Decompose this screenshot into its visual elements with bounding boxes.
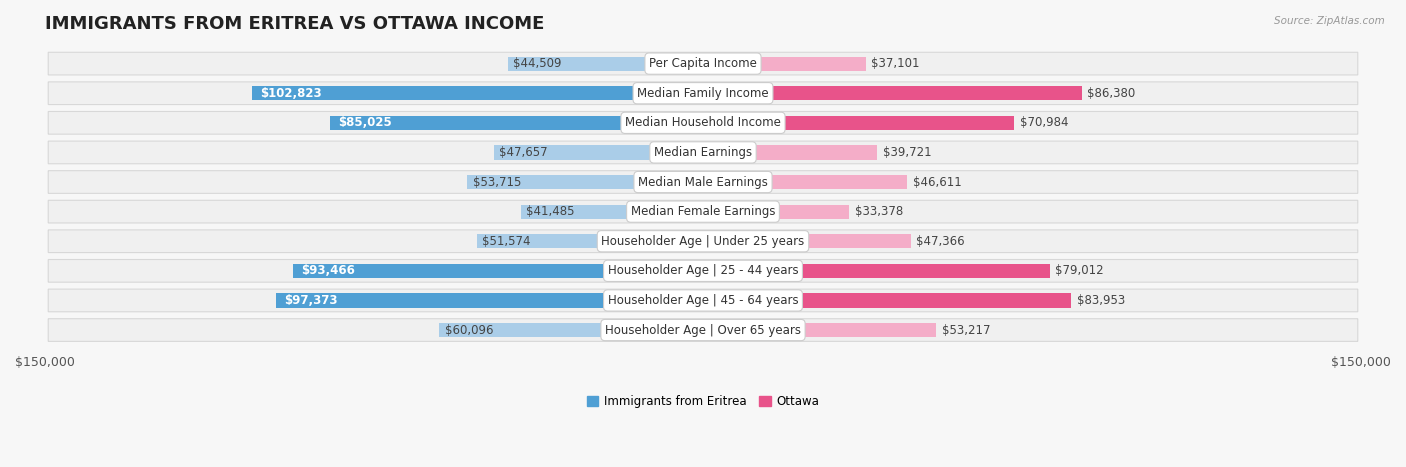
FancyBboxPatch shape: [48, 318, 1358, 341]
Text: Median Family Income: Median Family Income: [637, 87, 769, 100]
Text: Householder Age | Over 65 years: Householder Age | Over 65 years: [605, 324, 801, 337]
Bar: [703, 205, 849, 219]
Text: $47,366: $47,366: [917, 235, 965, 248]
Text: $60,096: $60,096: [444, 324, 494, 337]
Text: Median Male Earnings: Median Male Earnings: [638, 176, 768, 189]
Text: $37,101: $37,101: [872, 57, 920, 70]
Bar: [292, 264, 703, 278]
FancyBboxPatch shape: [48, 200, 1358, 223]
Text: Median Female Earnings: Median Female Earnings: [631, 205, 775, 218]
Text: $53,217: $53,217: [942, 324, 990, 337]
Bar: [703, 264, 1050, 278]
Bar: [467, 175, 703, 189]
FancyBboxPatch shape: [48, 230, 1358, 253]
Text: $102,823: $102,823: [260, 87, 322, 100]
Bar: [703, 145, 877, 160]
Text: $79,012: $79,012: [1054, 264, 1104, 277]
Text: $41,485: $41,485: [526, 205, 575, 218]
Bar: [477, 234, 703, 248]
Text: $85,025: $85,025: [337, 116, 392, 129]
FancyBboxPatch shape: [48, 260, 1358, 282]
Text: Median Household Income: Median Household Income: [626, 116, 780, 129]
Text: Source: ZipAtlas.com: Source: ZipAtlas.com: [1274, 16, 1385, 26]
Text: $93,466: $93,466: [301, 264, 354, 277]
Text: $44,509: $44,509: [513, 57, 561, 70]
FancyBboxPatch shape: [48, 52, 1358, 75]
Text: $86,380: $86,380: [1087, 87, 1136, 100]
Bar: [276, 293, 703, 308]
Text: $33,378: $33,378: [855, 205, 903, 218]
Bar: [522, 205, 703, 219]
Text: $97,373: $97,373: [284, 294, 337, 307]
Bar: [508, 57, 703, 71]
FancyBboxPatch shape: [48, 112, 1358, 134]
Text: $46,611: $46,611: [912, 176, 962, 189]
Text: $47,657: $47,657: [499, 146, 548, 159]
Text: Householder Age | Under 25 years: Householder Age | Under 25 years: [602, 235, 804, 248]
Text: Per Capita Income: Per Capita Income: [650, 57, 756, 70]
Bar: [703, 323, 936, 337]
Bar: [252, 86, 703, 100]
Text: $51,574: $51,574: [482, 235, 530, 248]
Text: Householder Age | 45 - 64 years: Householder Age | 45 - 64 years: [607, 294, 799, 307]
Bar: [439, 323, 703, 337]
Bar: [703, 86, 1083, 100]
Bar: [703, 234, 911, 248]
Bar: [703, 116, 1014, 130]
Text: Median Earnings: Median Earnings: [654, 146, 752, 159]
Text: $70,984: $70,984: [1019, 116, 1069, 129]
Text: Householder Age | 25 - 44 years: Householder Age | 25 - 44 years: [607, 264, 799, 277]
Bar: [703, 175, 907, 189]
FancyBboxPatch shape: [48, 171, 1358, 193]
FancyBboxPatch shape: [48, 289, 1358, 312]
Bar: [703, 293, 1071, 308]
Text: $53,715: $53,715: [472, 176, 522, 189]
Bar: [330, 116, 703, 130]
Bar: [703, 57, 866, 71]
Legend: Immigrants from Eritrea, Ottawa: Immigrants from Eritrea, Ottawa: [582, 390, 824, 413]
FancyBboxPatch shape: [48, 141, 1358, 164]
Text: $39,721: $39,721: [883, 146, 931, 159]
Bar: [494, 145, 703, 160]
FancyBboxPatch shape: [48, 82, 1358, 105]
Text: IMMIGRANTS FROM ERITREA VS OTTAWA INCOME: IMMIGRANTS FROM ERITREA VS OTTAWA INCOME: [45, 15, 544, 33]
Text: $83,953: $83,953: [1077, 294, 1125, 307]
